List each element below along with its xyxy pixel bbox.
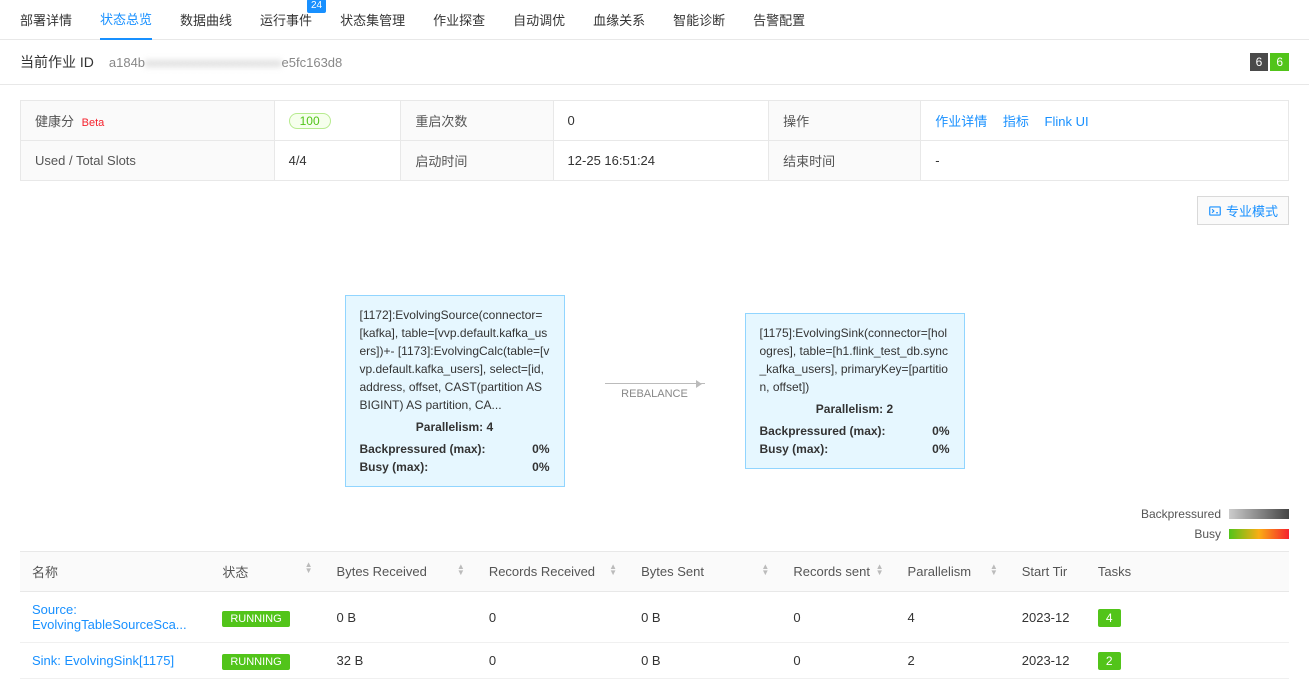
status-badges: 6 6 (1250, 53, 1289, 71)
col-status[interactable]: 状态▲▼ (210, 552, 324, 592)
arrow-line (605, 383, 705, 384)
sort-icon: ▲▼ (457, 564, 465, 576)
source-node[interactable]: [1172]:EvolvingSource(connector=[kafka],… (345, 295, 565, 487)
col-start[interactable]: Start Tir (1010, 552, 1086, 592)
status-badge: RUNNING (222, 611, 289, 627)
tab-diagnosis[interactable]: 智能诊断 (673, 0, 725, 40)
col-parallelism[interactable]: Parallelism▲▼ (896, 552, 1010, 592)
main-tabs: 部署详情 状态总览 数据曲线 运行事件 24 状态集管理 作业探查 自动调优 血… (0, 0, 1309, 40)
expand-icon (1208, 204, 1222, 218)
legend-bar-busy (1229, 529, 1289, 539)
link-metrics[interactable]: 指标 (1003, 114, 1029, 129)
link-job-detail[interactable]: 作业详情 (935, 114, 987, 129)
restart-label: 重启次数 (401, 101, 553, 141)
job-id-bar: 当前作业 ID a184bxxxxxxxxxxxxxxxxxxxxxe5fc16… (0, 40, 1309, 85)
health-label: 健康分 Beta (21, 101, 275, 141)
cell-bytes-recv: 0 B (325, 592, 477, 643)
edge-rebalance: REBALANCE (605, 383, 705, 400)
source-bp: Backpressured (max): 0% (360, 440, 550, 458)
source-node-text: [1172]:EvolvingSource(connector=[kafka],… (360, 306, 550, 414)
end-label: 结束时间 (769, 141, 921, 181)
start-label: 启动时间 (401, 141, 553, 181)
start-value: 12-25 16:51:24 (553, 141, 769, 181)
tab-alert[interactable]: 告警配置 (753, 0, 805, 40)
legend-bar-bp (1229, 509, 1289, 519)
legend-busy: Busy (1194, 527, 1289, 541)
cell-records-recv: 0 (477, 643, 629, 679)
events-badge: 24 (307, 0, 326, 13)
legend-backpressured: Backpressured (1141, 507, 1289, 521)
table-row[interactable]: Sink: EvolvingSink[1175] RUNNING 32 B 0 … (20, 643, 1289, 679)
task-table: 名称 状态▲▼ Bytes Received▲▼ Records Receive… (20, 551, 1289, 679)
restart-value: 0 (553, 101, 769, 141)
tab-deploy[interactable]: 部署详情 (20, 0, 72, 40)
col-bytes-received[interactable]: Bytes Received▲▼ (325, 552, 477, 592)
ops-label: 操作 (769, 101, 921, 141)
cell-start: 2023-12 (1010, 592, 1086, 643)
col-tasks[interactable]: Tasks (1086, 552, 1289, 592)
end-value: - (921, 141, 1289, 181)
tab-stateset[interactable]: 状态集管理 (340, 0, 405, 40)
sink-node[interactable]: [1175]:EvolvingSink(connector=[hologres]… (745, 313, 965, 469)
diagram-area: [1172]:EvolvingSource(connector=[kafka],… (0, 235, 1309, 507)
source-busy: Busy (max): 0% (360, 458, 550, 476)
tab-events-label: 运行事件 (260, 10, 312, 29)
sort-icon: ▲▼ (876, 564, 884, 576)
tab-lineage[interactable]: 血缘关系 (593, 0, 645, 40)
slots-value: 4/4 (274, 141, 401, 181)
status-count-green: 6 (1270, 53, 1289, 71)
info-table: 健康分 Beta 100 重启次数 0 操作 作业详情 指标 Flink UI … (20, 100, 1289, 181)
col-records-received[interactable]: Records Received▲▼ (477, 552, 629, 592)
row-name-link[interactable]: Source: EvolvingTableSourceSca... (32, 602, 187, 632)
col-bytes-sent[interactable]: Bytes Sent▲▼ (629, 552, 781, 592)
sort-icon: ▲▼ (305, 562, 313, 574)
cell-bytes-sent: 0 B (629, 643, 781, 679)
cell-bytes-recv: 32 B (325, 643, 477, 679)
ops-links: 作业详情 指标 Flink UI (921, 101, 1289, 141)
status-badge: RUNNING (222, 654, 289, 670)
sink-parallelism: Parallelism: 2 (760, 400, 950, 418)
sort-icon: ▲▼ (609, 564, 617, 576)
col-records-sent[interactable]: Records sent▲▼ (781, 552, 895, 592)
slots-label: Used / Total Slots (21, 141, 275, 181)
task-count-badge: 4 (1098, 609, 1121, 627)
tab-overview[interactable]: 状态总览 (100, 0, 152, 40)
cell-parallelism: 2 (896, 643, 1010, 679)
health-value: 100 (274, 101, 401, 141)
link-flink-ui[interactable]: Flink UI (1045, 114, 1089, 129)
cell-records-sent: 0 (781, 643, 895, 679)
row-name-link[interactable]: Sink: EvolvingSink[1175] (32, 653, 174, 668)
job-id-label: 当前作业 ID (20, 52, 94, 72)
col-name[interactable]: 名称 (20, 552, 210, 592)
legend: Backpressured Busy (0, 507, 1309, 551)
cell-records-sent: 0 (781, 592, 895, 643)
tab-autotune[interactable]: 自动调优 (513, 0, 565, 40)
tab-curve[interactable]: 数据曲线 (180, 0, 232, 40)
pro-mode-button[interactable]: 专业模式 (1197, 196, 1289, 225)
cell-start: 2023-12 (1010, 643, 1086, 679)
table-row[interactable]: Source: EvolvingTableSourceSca... RUNNIN… (20, 592, 1289, 643)
job-id-value: a184bxxxxxxxxxxxxxxxxxxxxxe5fc163d8 (109, 55, 342, 70)
cell-records-recv: 0 (477, 592, 629, 643)
tab-probe[interactable]: 作业探查 (433, 0, 485, 40)
sink-busy: Busy (max): 0% (760, 440, 950, 458)
cell-parallelism: 4 (896, 592, 1010, 643)
sort-icon: ▲▼ (761, 564, 769, 576)
task-count-badge: 2 (1098, 652, 1121, 670)
beta-tag: Beta (82, 117, 105, 129)
tab-events[interactable]: 运行事件 24 (260, 0, 312, 40)
sink-bp: Backpressured (max): 0% (760, 422, 950, 440)
source-parallelism: Parallelism: 4 (360, 418, 550, 436)
sink-node-text: [1175]:EvolvingSink(connector=[hologres]… (760, 324, 950, 396)
status-count-dark: 6 (1250, 53, 1269, 71)
sort-icon: ▲▼ (990, 564, 998, 576)
cell-bytes-sent: 0 B (629, 592, 781, 643)
